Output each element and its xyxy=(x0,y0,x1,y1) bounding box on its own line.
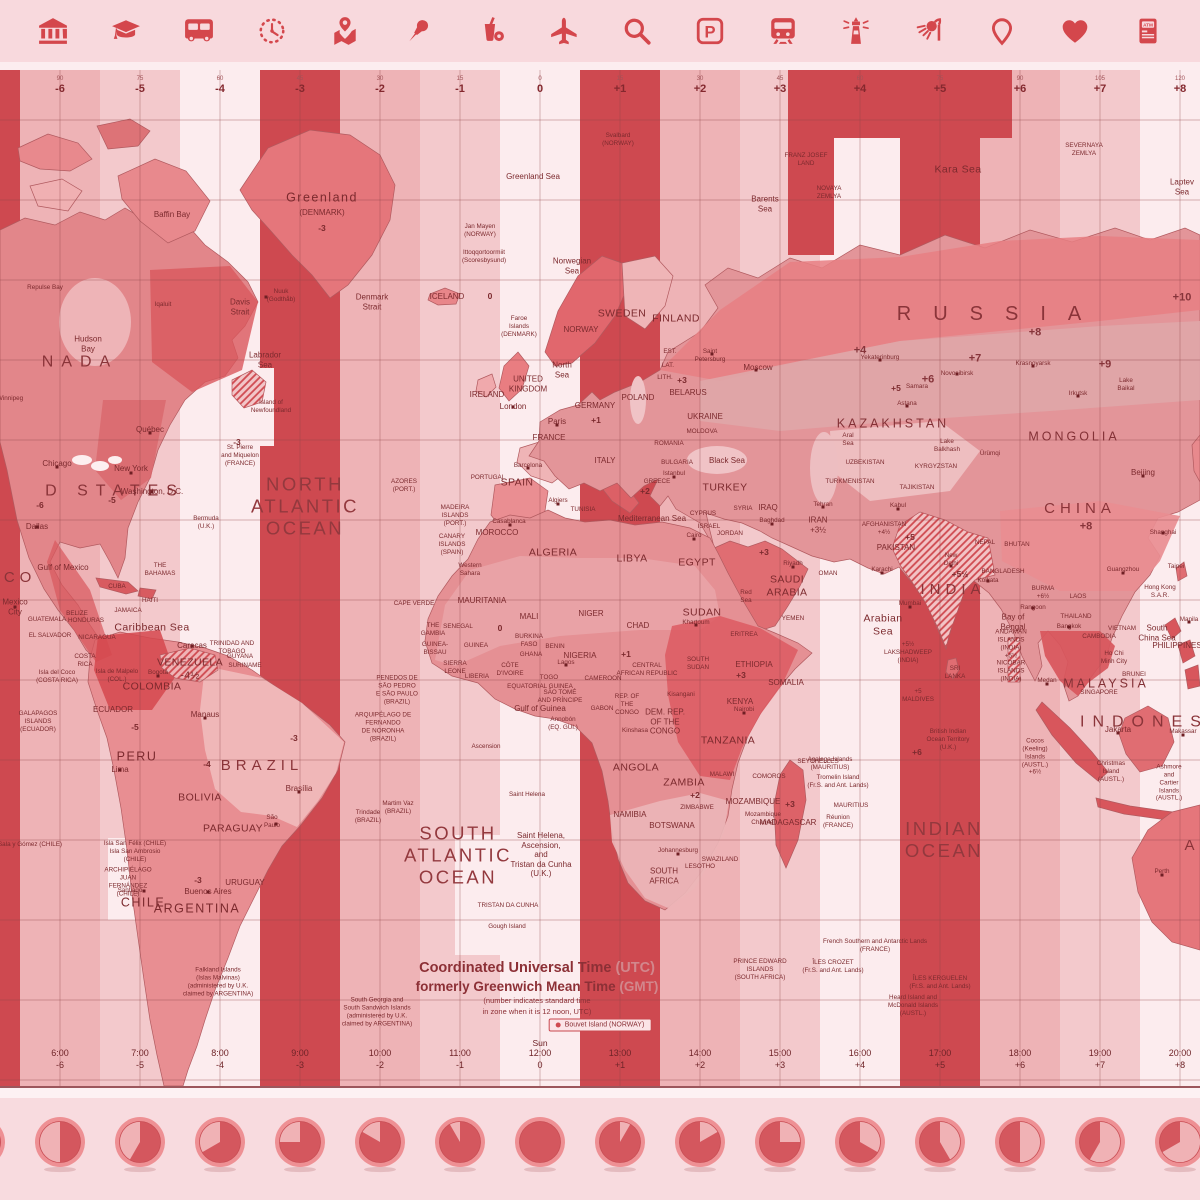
clock-1500-icon xyxy=(750,1114,810,1174)
graduation-cap-icon[interactable] xyxy=(110,15,142,47)
utc-note-line1: (number indicates standard time xyxy=(483,996,591,1005)
divider-strip xyxy=(0,62,1200,70)
utc-title: Coordinated Universal Time (UTC) xyxy=(419,960,655,976)
shower-icon[interactable] xyxy=(913,15,945,47)
pushpin-icon[interactable] xyxy=(402,15,434,47)
parking-icon[interactable]: P xyxy=(694,15,726,47)
lighthouse-icon[interactable] xyxy=(840,15,872,47)
clock-1300-icon xyxy=(590,1114,650,1174)
heart-icon[interactable] xyxy=(1059,15,1091,47)
clock-700-icon xyxy=(110,1114,170,1174)
clock-1100-icon xyxy=(430,1114,490,1174)
clock-1400-icon xyxy=(670,1114,730,1174)
utc-note-line2: in zone when it is 12 noon, UTC) xyxy=(482,1007,592,1016)
airplane-icon[interactable] xyxy=(548,15,580,47)
clock-1200-icon xyxy=(510,1114,570,1174)
icon-toolbar: P ATM xyxy=(0,0,1200,62)
clock-2000-icon xyxy=(1150,1114,1200,1174)
clock-strip xyxy=(0,1088,1200,1200)
clock-1600-icon xyxy=(830,1114,890,1174)
world-map: NORTH ATLANTIC OCEAN SOUTH ATLANTIC OCEAN… xyxy=(0,70,1200,1088)
utc-note: Coordinated Universal Time (UTC) formerl… xyxy=(377,960,697,1016)
svg-text:ATM: ATM xyxy=(1143,22,1153,27)
island-dot-icon xyxy=(555,1022,561,1028)
clock-strip-highlight xyxy=(0,1088,1200,1098)
clock-900-icon xyxy=(270,1114,330,1174)
bouvet-island-badge: Bouvet Island (NORWAY) xyxy=(548,1018,652,1032)
clock-1900-icon xyxy=(1070,1114,1130,1174)
bank-icon[interactable] xyxy=(37,15,69,47)
clock-800-icon xyxy=(190,1114,250,1174)
train-icon[interactable] xyxy=(767,15,799,47)
folded-map-pin-icon[interactable] xyxy=(329,15,361,47)
clock-1000-icon xyxy=(350,1114,410,1174)
svg-text:P: P xyxy=(704,22,715,41)
bus-icon[interactable] xyxy=(183,15,215,47)
clock-600-icon xyxy=(30,1114,90,1174)
location-pin-icon[interactable] xyxy=(986,15,1018,47)
clock-1700-icon xyxy=(910,1114,970,1174)
search-icon[interactable] xyxy=(621,15,653,47)
clock-1800-icon xyxy=(990,1114,1050,1174)
clock-500-icon xyxy=(0,1114,10,1174)
utc-subtitle: formerly Greenwich Mean Time (GMT) xyxy=(415,979,659,994)
drink-icon[interactable] xyxy=(475,15,507,47)
clock-icon[interactable] xyxy=(256,15,288,47)
atm-icon[interactable]: ATM xyxy=(1132,15,1164,47)
